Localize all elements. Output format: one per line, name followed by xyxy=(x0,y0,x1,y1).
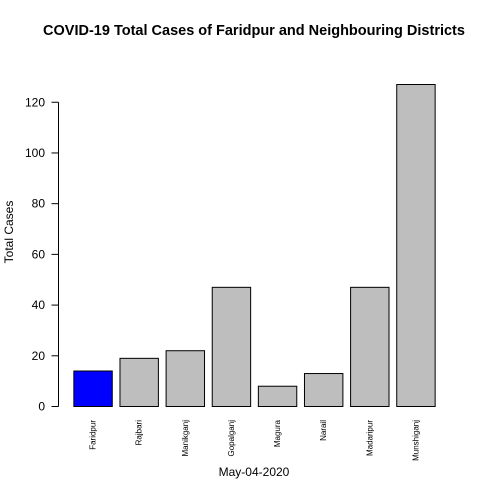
x-tick-label-manikganj: Manikganj xyxy=(181,420,190,457)
bar-faridpur xyxy=(73,370,113,407)
bar-manikganj xyxy=(165,350,206,407)
x-tick-label-magura: Magura xyxy=(273,419,282,447)
y-tick-label-40: 40 xyxy=(32,298,46,312)
y-axis-label: Total Cases xyxy=(2,201,16,264)
y-tick-label-80: 80 xyxy=(32,197,46,211)
y-tick-label-120: 120 xyxy=(25,95,45,109)
bar-magura xyxy=(257,385,298,408)
x-tick-label-rajbari: Rajbari xyxy=(135,420,144,446)
x-tick-label-madaripur: Madaripur xyxy=(365,420,374,456)
y-tick-label-100: 100 xyxy=(25,146,45,160)
x-tick-label-narail: Narail xyxy=(319,420,328,441)
y-tick-label-20: 20 xyxy=(32,349,46,363)
y-tick-label-60: 60 xyxy=(32,247,46,261)
bar-gopalganj xyxy=(211,286,252,407)
bar-madaripur xyxy=(350,286,390,407)
y-tick-label-0: 0 xyxy=(38,400,45,414)
x-tick-labels: Faridpur Rajbari Manikganj Gopalganj Magura N… xyxy=(89,419,421,460)
bar-narail xyxy=(303,373,344,408)
bars xyxy=(73,84,436,408)
chart-title: COVID-19 Total Cases of Faridpur and Nei… xyxy=(43,23,465,39)
x-tick-label-faridpur: Faridpur xyxy=(89,420,98,450)
x-axis-label: May-04-2020 xyxy=(219,465,290,479)
y-axis: 0 20 40 60 80 100 120 xyxy=(25,95,59,414)
x-tick-label-munshiganj: Munshiganj xyxy=(411,420,420,461)
bar-munshiganj xyxy=(396,84,436,407)
x-tick-label-gopalganj: Gopalganj xyxy=(227,420,236,457)
bar-rajbari xyxy=(119,357,159,407)
